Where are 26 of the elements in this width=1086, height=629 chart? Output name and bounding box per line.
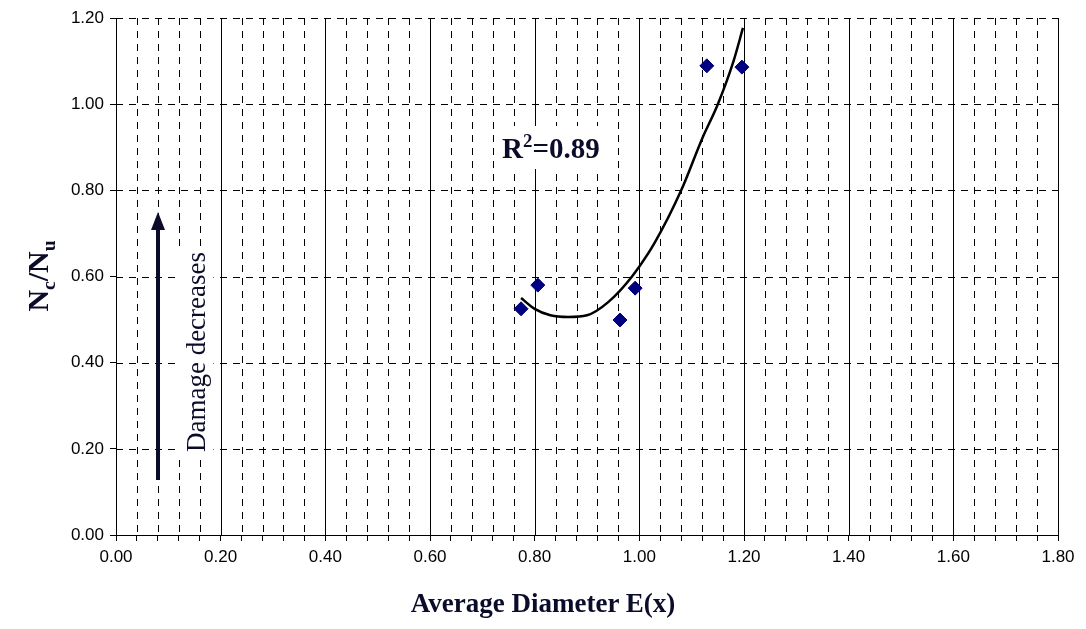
x-tick-label: 0.80 xyxy=(518,546,552,566)
point xyxy=(513,301,529,317)
x-tick-label: 0.00 xyxy=(99,546,133,566)
annotation: Damage decreases xyxy=(178,245,214,459)
x-tick-label: 1.20 xyxy=(727,546,761,566)
point xyxy=(627,280,643,296)
x-tick-label: 0.40 xyxy=(308,546,342,566)
x-tick-label: 1.80 xyxy=(1041,546,1075,566)
point xyxy=(699,58,715,74)
x-axis-title: Average Diameter E(x) xyxy=(409,588,677,619)
point xyxy=(734,59,750,75)
y-tick-label: 0.00 xyxy=(70,524,104,544)
point xyxy=(612,312,628,328)
x-tick-label: 1.00 xyxy=(622,546,656,566)
x-tick-label: 1.40 xyxy=(832,546,866,566)
x-tick-label: 0.20 xyxy=(204,546,238,566)
y-tick-label: 0.20 xyxy=(70,438,104,458)
y-tick-label: 0.40 xyxy=(70,352,104,372)
y-tick-label: 1.00 xyxy=(70,93,104,113)
x-tick-label: 1.60 xyxy=(936,546,970,566)
annotation: R$^{2}$=0.89 xyxy=(494,126,608,169)
point xyxy=(530,277,546,293)
y-tick-label: 1.20 xyxy=(70,7,104,27)
y-tick-label: 0.80 xyxy=(70,180,104,200)
y-tick-label: 0.60 xyxy=(70,266,104,286)
x-tick-label: 0.60 xyxy=(413,546,447,566)
